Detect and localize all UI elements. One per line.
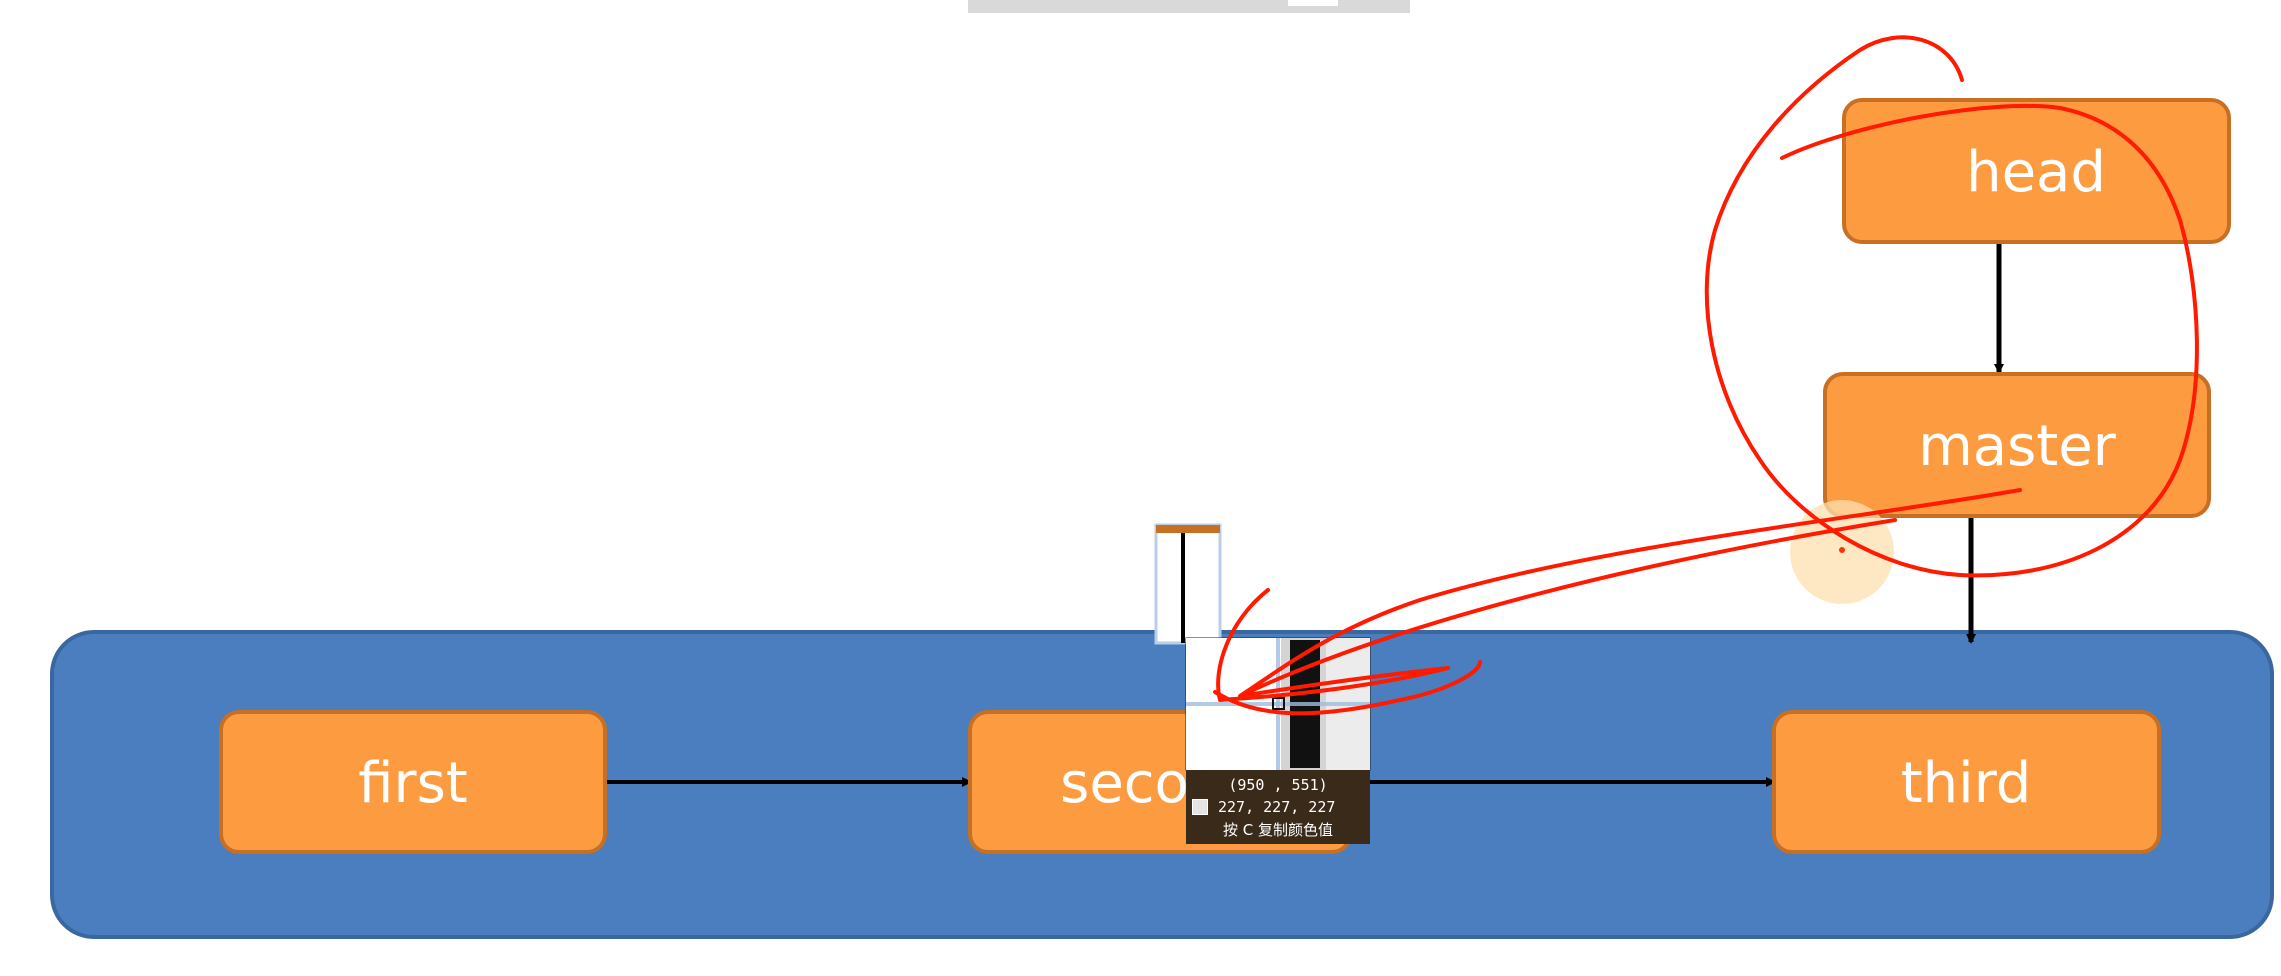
node-first-label: first	[358, 751, 467, 816]
node-third: third	[1772, 710, 2161, 854]
node-third-label: third	[1901, 751, 2032, 816]
picker-rgb-row: 227, 227, 227	[1192, 796, 1364, 818]
annotation-circle	[1704, 35, 2199, 578]
picker-rgb-value: 227, 227, 227	[1218, 798, 1336, 816]
node-first: first	[219, 710, 607, 854]
annotation-arrow	[1213, 488, 2022, 716]
cursor-dot	[1839, 547, 1845, 553]
node-master: master	[1823, 372, 2211, 518]
picker-color-swatch	[1192, 799, 1208, 815]
top-toolbar-fragment	[968, 0, 1410, 13]
node-head-label: head	[1966, 140, 2106, 205]
color-picker-readout: (950 , 551) 227, 227, 227 按 C 复制颜色值	[1186, 770, 1370, 844]
picker-crosshair	[1272, 697, 1285, 710]
node-head: head	[1842, 98, 2231, 244]
picker-copy-hint: 按 C 复制颜色值	[1222, 820, 1333, 839]
node-master-label: master	[1918, 414, 2116, 479]
color-picker-magnifier	[1154, 523, 1371, 771]
top-toolbar-handle	[1288, 0, 1338, 6]
picker-coords: (950 , 551)	[1228, 776, 1328, 794]
